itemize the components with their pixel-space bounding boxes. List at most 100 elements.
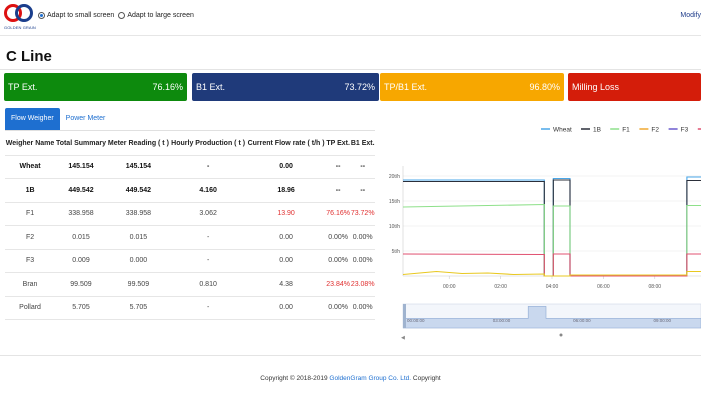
kpi-tp-ext: TP Ext. 76.16% bbox=[4, 73, 187, 101]
screen-size-radio-group: Adapt to small screen Adapt to large scr… bbox=[38, 12, 198, 19]
kpi-b1-ext: B1 Ext. 73.72% bbox=[192, 73, 379, 101]
table-row: F2 0.015 0.015 - 0.00 0.00% 0.00% bbox=[5, 225, 375, 249]
table-cell: 0.015 bbox=[55, 225, 107, 249]
series-line-f1 bbox=[402, 203, 701, 277]
table-cell: 0.015 bbox=[106, 225, 170, 249]
table-header-row: Weigher Name Total Summary Meter Reading… bbox=[5, 133, 375, 155]
view-tabs: Flow Weigher Power Meter bbox=[5, 108, 111, 130]
table-cell: 99.509 bbox=[55, 272, 107, 296]
zoom-tick-label: 03:00:00 bbox=[493, 318, 511, 323]
zoom-scroll-dot bbox=[559, 333, 563, 337]
tab-flow-weigher[interactable]: Flow Weigher bbox=[5, 108, 60, 130]
table-cell: 3.062 bbox=[169, 201, 247, 226]
table-cell: 0.00% bbox=[350, 248, 375, 273]
table-cell: 0.00 bbox=[246, 248, 326, 273]
y-tick-label: 5t/h bbox=[392, 249, 401, 255]
table-row: Wheat 145.154 145.154 - 0.00 -- -- bbox=[5, 154, 375, 179]
legend-label-f1: F1 bbox=[622, 127, 630, 134]
table-cell: 0.00% bbox=[350, 295, 375, 320]
table-cell: - bbox=[169, 295, 247, 320]
footer-company-link[interactable]: GoldenGram Group Co. Ltd. bbox=[329, 375, 412, 382]
tab-power-meter[interactable]: Power Meter bbox=[65, 115, 106, 122]
table-cell: 13.90 bbox=[246, 201, 326, 226]
title-divider bbox=[0, 69, 701, 70]
radio-small-screen-label[interactable]: Adapt to small screen bbox=[47, 12, 115, 19]
kpi-milling-loss: Milling Loss bbox=[568, 73, 701, 101]
table-cell: 145.154 bbox=[55, 154, 107, 179]
table-cell: 0.00 bbox=[246, 225, 326, 249]
table-cell: 0.00 bbox=[246, 154, 326, 179]
col-hourly-production: Hourly Production ( t ) bbox=[171, 140, 246, 148]
table-cell: 338.958 bbox=[106, 201, 170, 226]
table-cell: 449.542 bbox=[106, 178, 170, 202]
table-cell: 0.00 bbox=[246, 295, 326, 320]
table-cell: F2 bbox=[5, 225, 56, 249]
series-line-pollard bbox=[402, 270, 701, 277]
table-row: F1 338.958 338.958 3.062 13.90 76.16% 73… bbox=[5, 201, 375, 226]
table-cell: 145.154 bbox=[106, 154, 170, 179]
kpi-tp-ext-value: 76.16% bbox=[152, 82, 183, 92]
table-cell: 76.16% bbox=[325, 201, 351, 226]
table-cell: 0.810 bbox=[169, 272, 247, 296]
radio-large-screen[interactable] bbox=[118, 12, 126, 19]
kpi-tp-b1-ext: TP/B1 Ext. 96.80% bbox=[380, 73, 564, 101]
table-cell: 23.08% bbox=[350, 272, 375, 296]
modify-link[interactable]: Modify bbox=[680, 12, 701, 19]
col-meter-reading: Meter Reading ( t ) bbox=[107, 140, 169, 148]
footer-suffix: Copyright bbox=[411, 375, 441, 382]
table-cell: Bran bbox=[5, 272, 56, 296]
logo-icon bbox=[4, 4, 34, 26]
table-cell: 18.96 bbox=[246, 178, 326, 202]
table-cell: 1B bbox=[5, 178, 56, 202]
table-cell: 73.72% bbox=[350, 201, 375, 226]
table-cell: -- bbox=[325, 178, 351, 202]
table-cell: 338.958 bbox=[55, 201, 107, 226]
table-cell: 0.00% bbox=[325, 295, 351, 320]
table-cell: Pollard bbox=[5, 295, 56, 320]
table-row: Pollard 5.705 5.705 - 0.00 0.00% 0.00% bbox=[5, 295, 375, 320]
kpi-b1-ext-value: 73.72% bbox=[344, 82, 375, 92]
zoom-slider-preview bbox=[403, 306, 701, 329]
radio-small-screen[interactable] bbox=[38, 12, 45, 19]
legend-label-f3: F3 bbox=[681, 127, 689, 134]
series-line-1b bbox=[403, 179, 701, 277]
col-current-flow-rate: Current Flow rate ( t/h ) bbox=[247, 140, 325, 148]
table-cell: -- bbox=[350, 154, 375, 179]
table-row: 1B 449.542 449.542 4.160 18.96 -- -- bbox=[5, 178, 375, 202]
footer-prefix: Copyright © 2018-2019 bbox=[260, 375, 330, 382]
table-cell: - bbox=[169, 225, 247, 249]
radio-large-screen-label[interactable]: Adapt to large screen bbox=[127, 12, 194, 19]
page-title: C Line bbox=[6, 48, 52, 65]
table-cell: 449.542 bbox=[55, 178, 107, 202]
legend-label-f2: F2 bbox=[651, 127, 659, 134]
kpi-tp-b1-ext-value: 96.80% bbox=[529, 82, 560, 92]
table-cell: Wheat bbox=[5, 154, 56, 179]
zoom-handle-left bbox=[403, 304, 406, 328]
company-logo: GOLDEN GRAIN bbox=[4, 4, 36, 32]
y-tick-label: 20t/h bbox=[389, 174, 400, 180]
top-bar: GOLDEN GRAIN Adapt to small screen Adapt… bbox=[0, 0, 701, 36]
table-cell: 0.00% bbox=[350, 225, 375, 249]
x-tick-label: 02:00 bbox=[494, 284, 507, 290]
table-cell: -- bbox=[350, 178, 375, 202]
legend-label-wheat: Wheat bbox=[553, 127, 572, 134]
y-tick-label: 15t/h bbox=[389, 199, 400, 205]
series-line-wheat bbox=[403, 176, 701, 277]
kpi-b1-ext-label: B1 Ext. bbox=[196, 82, 226, 92]
zoom-scroll-left-arrow: ◀ bbox=[401, 335, 405, 341]
table-cell: 0.009 bbox=[55, 248, 107, 273]
table-cell: 99.509 bbox=[106, 272, 170, 296]
table-cell: -- bbox=[325, 154, 351, 179]
kpi-milling-loss-label: Milling Loss bbox=[572, 82, 620, 92]
table-cell: 4.38 bbox=[246, 272, 326, 296]
kpi-tp-b1-ext-label: TP/B1 Ext. bbox=[384, 82, 428, 92]
col-weigher-name: Weigher Name bbox=[5, 140, 55, 148]
x-tick-label: 08:00 bbox=[649, 284, 662, 290]
zoom-tick-label: 00:00:00 bbox=[407, 318, 425, 323]
table-row: Bran 99.509 99.509 0.810 4.38 23.84% 23.… bbox=[5, 272, 375, 296]
legend-label-1b: 1B bbox=[593, 127, 601, 134]
footer-divider bbox=[0, 355, 701, 356]
table-cell: 4.160 bbox=[169, 178, 247, 202]
y-tick-label: 10t/h bbox=[389, 224, 400, 230]
series-line-bran bbox=[402, 253, 701, 277]
